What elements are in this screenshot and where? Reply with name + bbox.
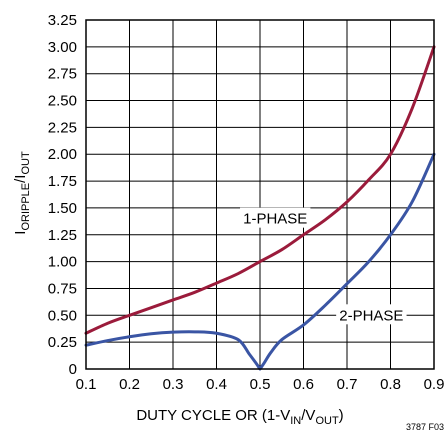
plot-frame: [85, 19, 435, 370]
series-line-1: [84, 45, 436, 335]
x-tick-label: 0.5: [250, 376, 271, 393]
y-tick-label: 2.25: [48, 119, 77, 136]
y-axis-label: IORIPPLE/IOUT: [12, 151, 32, 235]
series-label-1-phase: 1-PHASE: [240, 207, 311, 228]
series-label-1-phase-background: [240, 207, 311, 228]
y-tick-label: 1.25: [48, 227, 77, 244]
x-tick-label: 0.4: [206, 376, 227, 393]
x-tick-label: 0.3: [163, 376, 184, 393]
x-tick-label: 0.7: [337, 376, 358, 393]
x-tick-labels: 0.1 0.2 0.3 0.4 0.5 0.6 0.7 0.8 0.9: [76, 376, 445, 393]
x-tick-label: 0.1: [76, 376, 97, 393]
y-tick-label: 2.00: [48, 146, 77, 163]
y-tick-labels: 0 0.25 0.50 0.75 1.00 1.25 1.50 1.75 2.00 2.25 2.5…: [48, 12, 77, 378]
series-label-2-phase: 2-PHASE: [336, 304, 407, 325]
series-layer: [84, 45, 436, 371]
y-tick-label: 3.25: [48, 12, 77, 29]
y-tick-label: 2.75: [48, 66, 77, 83]
y-tick-label: 1.50: [48, 200, 77, 217]
y-tick-label: 3.00: [48, 39, 77, 56]
y-tick-label: 0.50: [48, 307, 77, 324]
series-label-1-phase-text: 1-PHASE: [243, 211, 307, 228]
y-tick-label: 1.00: [48, 254, 77, 271]
x-tick-label: 0.9: [424, 376, 445, 393]
x-axis-label: DUTY CYCLE OR (1-VIN/VOUT): [136, 407, 343, 427]
x-tick-label: 0.8: [380, 376, 401, 393]
series-label-2-phase-text: 2-PHASE: [339, 307, 403, 324]
series-line-2: [84, 152, 436, 371]
y-tick-label: 0.25: [48, 334, 77, 351]
x-tick-label: 0.6: [293, 376, 314, 393]
y-tick-label: 1.75: [48, 173, 77, 190]
figure-code: 3787 F03: [406, 422, 444, 432]
series-label-2-phase-background: [336, 304, 407, 325]
y-tick-label: 0.75: [48, 280, 77, 297]
x-tick-label: 0.2: [119, 376, 140, 393]
y-tick-label: 2.50: [48, 93, 77, 110]
series-labels: 1-PHASE 2-PHASE: [240, 207, 407, 325]
y-tick-label: 0: [69, 361, 77, 378]
